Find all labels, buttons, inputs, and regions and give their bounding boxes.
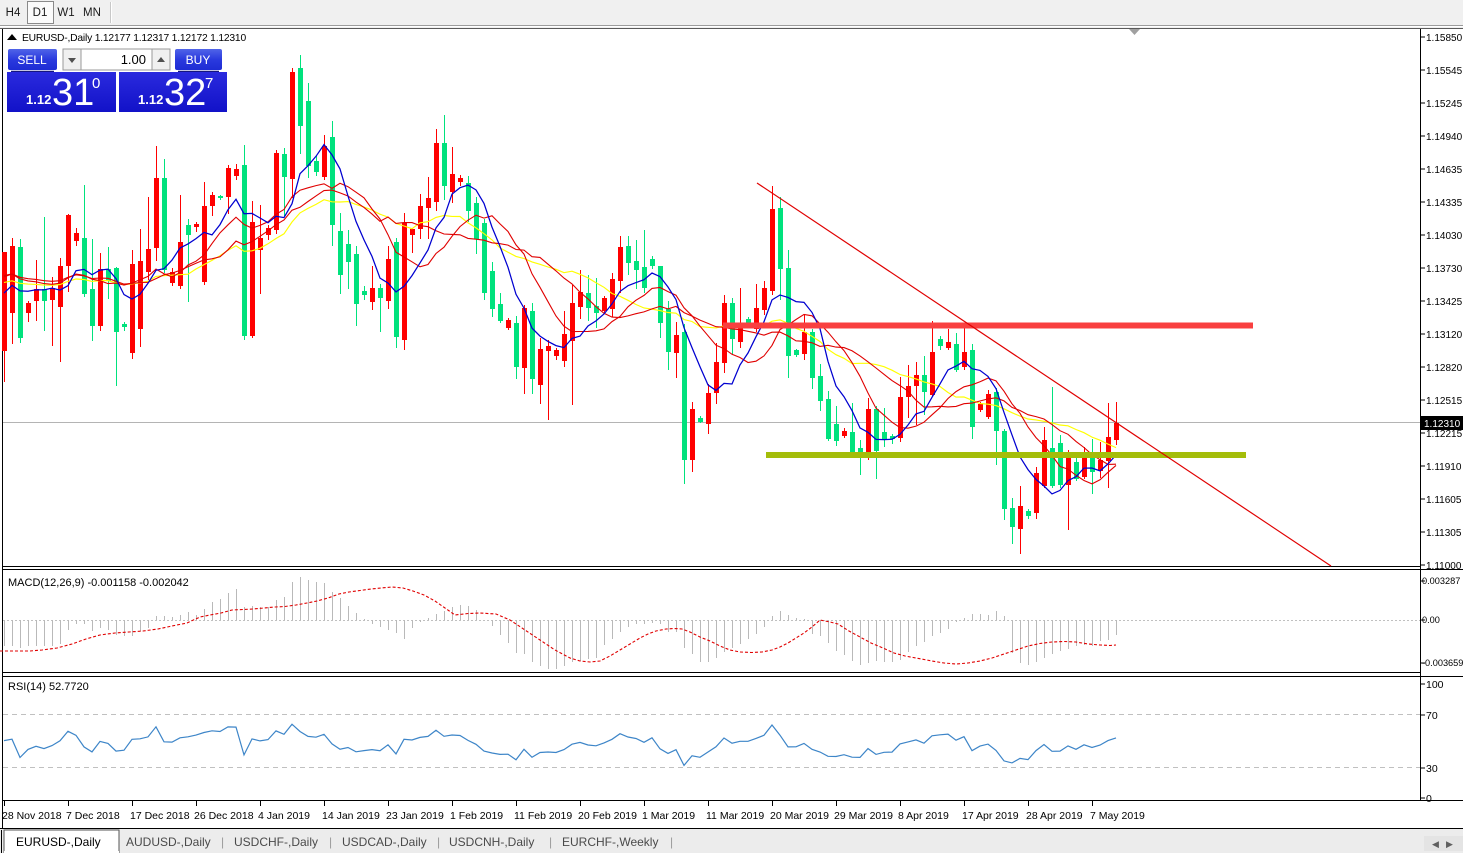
svg-text:70: 70 (1426, 710, 1438, 722)
svg-text:1.12820: 1.12820 (1426, 363, 1463, 374)
svg-text:|: | (329, 835, 332, 849)
svg-text:1.15850: 1.15850 (1426, 33, 1463, 44)
svg-text:1.13120: 1.13120 (1426, 330, 1463, 341)
svg-text:17 Dec 2018: 17 Dec 2018 (130, 810, 190, 822)
svg-text:▶: ▶ (1446, 839, 1453, 849)
svg-text:26 Dec 2018: 26 Dec 2018 (194, 810, 254, 822)
svg-text:1.11305: 1.11305 (1426, 528, 1462, 539)
svg-text:14 Jan 2019: 14 Jan 2019 (322, 810, 380, 822)
svg-text:1.14635: 1.14635 (1426, 165, 1463, 176)
svg-text:W1: W1 (57, 7, 74, 19)
svg-text:1.11605: 1.11605 (1426, 495, 1462, 506)
svg-text:|: | (670, 835, 673, 849)
svg-text:8 Apr 2019: 8 Apr 2019 (898, 810, 949, 822)
svg-text:USDCHF-,Daily: USDCHF-,Daily (234, 835, 318, 849)
svg-text:EURCHF-,Weekly: EURCHF-,Weekly (562, 835, 658, 849)
svg-text:MACD(12,26,9) -0.001158 -0.002: MACD(12,26,9) -0.001158 -0.002042 (8, 577, 189, 589)
svg-text:4 Jan 2019: 4 Jan 2019 (258, 810, 310, 822)
svg-text:1 Feb 2019: 1 Feb 2019 (450, 810, 503, 822)
svg-text:0: 0 (92, 75, 100, 92)
svg-text:100: 100 (1426, 679, 1444, 691)
svg-text:1.15245: 1.15245 (1426, 99, 1463, 110)
svg-text:1.12: 1.12 (138, 92, 163, 107)
svg-text:17 Apr 2019: 17 Apr 2019 (962, 810, 1019, 822)
svg-text:1.14335: 1.14335 (1426, 198, 1463, 209)
svg-text:1.12310: 1.12310 (1424, 419, 1461, 430)
svg-text:20 Mar 2019: 20 Mar 2019 (770, 810, 829, 822)
svg-text:◀: ◀ (1432, 839, 1439, 849)
svg-text:29 Mar 2019: 29 Mar 2019 (834, 810, 893, 822)
svg-text:USDCAD-,Daily: USDCAD-,Daily (342, 835, 427, 849)
svg-text:1.00: 1.00 (121, 52, 146, 67)
svg-text:1.12515: 1.12515 (1426, 396, 1463, 407)
svg-text:7 Dec 2018: 7 Dec 2018 (66, 810, 120, 822)
svg-text:0: 0 (1426, 793, 1432, 805)
svg-text:1.13425: 1.13425 (1426, 297, 1463, 308)
svg-text:0.00: 0.00 (1422, 615, 1440, 625)
svg-text:1.14940: 1.14940 (1426, 132, 1463, 143)
svg-text:USDCNH-,Daily: USDCNH-,Daily (449, 835, 534, 849)
svg-text:7: 7 (205, 75, 213, 92)
svg-text:AUDUSD-,Daily: AUDUSD-,Daily (126, 835, 211, 849)
svg-text:11 Mar 2019: 11 Mar 2019 (706, 810, 764, 822)
svg-text:7 May 2019: 7 May 2019 (1090, 810, 1145, 822)
svg-text:MN: MN (83, 7, 101, 19)
svg-text:EURUSD-,Daily 1.12177 1.12317: EURUSD-,Daily 1.12177 1.12317 1.12172 1.… (22, 33, 246, 44)
svg-text:0.003287: 0.003287 (1422, 576, 1460, 586)
svg-text:-0.003659: -0.003659 (1422, 658, 1463, 668)
svg-text:1.15545: 1.15545 (1426, 66, 1463, 77)
svg-text:|: | (437, 835, 440, 849)
svg-text:RSI(14) 52.7720: RSI(14) 52.7720 (8, 681, 89, 693)
svg-text:|: | (221, 835, 224, 849)
svg-text:23 Jan 2019: 23 Jan 2019 (386, 810, 444, 822)
svg-text:|: | (549, 835, 552, 849)
svg-text:31: 31 (52, 72, 94, 114)
svg-text:30: 30 (1426, 763, 1438, 775)
svg-text:1.12: 1.12 (26, 92, 51, 107)
svg-text:SELL: SELL (17, 53, 47, 67)
svg-text:28 Apr 2019: 28 Apr 2019 (1026, 810, 1083, 822)
svg-text:D1: D1 (33, 7, 48, 19)
svg-text:H4: H4 (6, 7, 21, 19)
svg-text:1.13730: 1.13730 (1426, 264, 1463, 275)
svg-text:1.12215: 1.12215 (1426, 429, 1463, 440)
svg-text:1.11000: 1.11000 (1426, 561, 1462, 572)
svg-text:32: 32 (164, 72, 206, 114)
svg-text:EURUSD-,Daily: EURUSD-,Daily (16, 835, 101, 849)
svg-text:28 Nov 2018: 28 Nov 2018 (2, 810, 62, 822)
svg-text:20 Feb 2019: 20 Feb 2019 (578, 810, 637, 822)
svg-text:BUY: BUY (186, 53, 211, 67)
svg-text:1 Mar 2019: 1 Mar 2019 (642, 810, 695, 822)
svg-text:1.14030: 1.14030 (1426, 231, 1463, 242)
svg-text:11 Feb 2019: 11 Feb 2019 (514, 810, 572, 822)
svg-text:1.11910: 1.11910 (1426, 462, 1462, 473)
